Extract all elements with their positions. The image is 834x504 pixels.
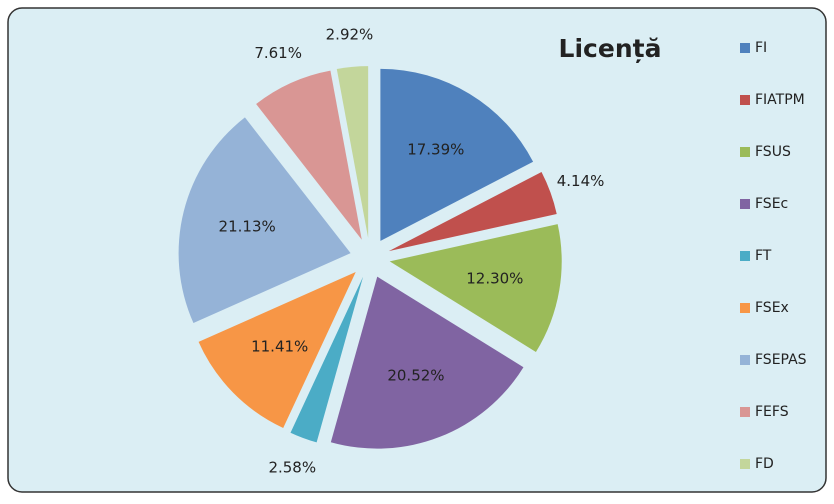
- pie-slice: [330, 276, 524, 449]
- data-label: 2.58%: [268, 459, 316, 477]
- chart-title: Licență: [559, 34, 662, 63]
- pie-slice: [380, 68, 534, 241]
- legend-label: FD: [755, 456, 774, 472]
- legend-swatch: [740, 43, 750, 53]
- data-label: 2.92%: [326, 25, 374, 43]
- legend-label: FSEx: [755, 300, 789, 316]
- data-label: 4.14%: [557, 172, 605, 190]
- data-label: 12.30%: [466, 270, 523, 288]
- data-label: 11.41%: [251, 337, 308, 355]
- legend-label: FI: [755, 40, 767, 56]
- pie-slice: [198, 272, 356, 428]
- legend-label: FSUS: [755, 144, 791, 160]
- legend-swatch: [740, 303, 750, 313]
- data-label: 21.13%: [219, 218, 276, 236]
- legend-swatch: [740, 199, 750, 209]
- legend-swatch: [740, 95, 750, 105]
- legend-swatch: [740, 147, 750, 157]
- pie-slice: [290, 276, 364, 443]
- legend-swatch: [740, 407, 750, 417]
- legend-label: FEFS: [755, 404, 789, 420]
- pie-slice: [388, 172, 557, 252]
- pie-slice: [256, 70, 362, 240]
- legend-swatch: [740, 355, 750, 365]
- chart-frame: [7, 7, 827, 493]
- data-label: 17.39%: [407, 140, 464, 158]
- legend-label: FIATPM: [755, 92, 805, 108]
- data-label: 7.61%: [254, 44, 302, 62]
- legend-swatch: [740, 459, 750, 469]
- pie-slice: [178, 117, 351, 324]
- legend-label: FT: [755, 248, 772, 264]
- legend-label: FSEc: [755, 196, 788, 212]
- pie-slice: [336, 66, 369, 239]
- legend-swatch: [740, 251, 750, 261]
- pie-slice: [389, 224, 562, 352]
- legend-label: FSEPAS: [755, 352, 807, 368]
- data-label: 20.52%: [387, 367, 444, 385]
